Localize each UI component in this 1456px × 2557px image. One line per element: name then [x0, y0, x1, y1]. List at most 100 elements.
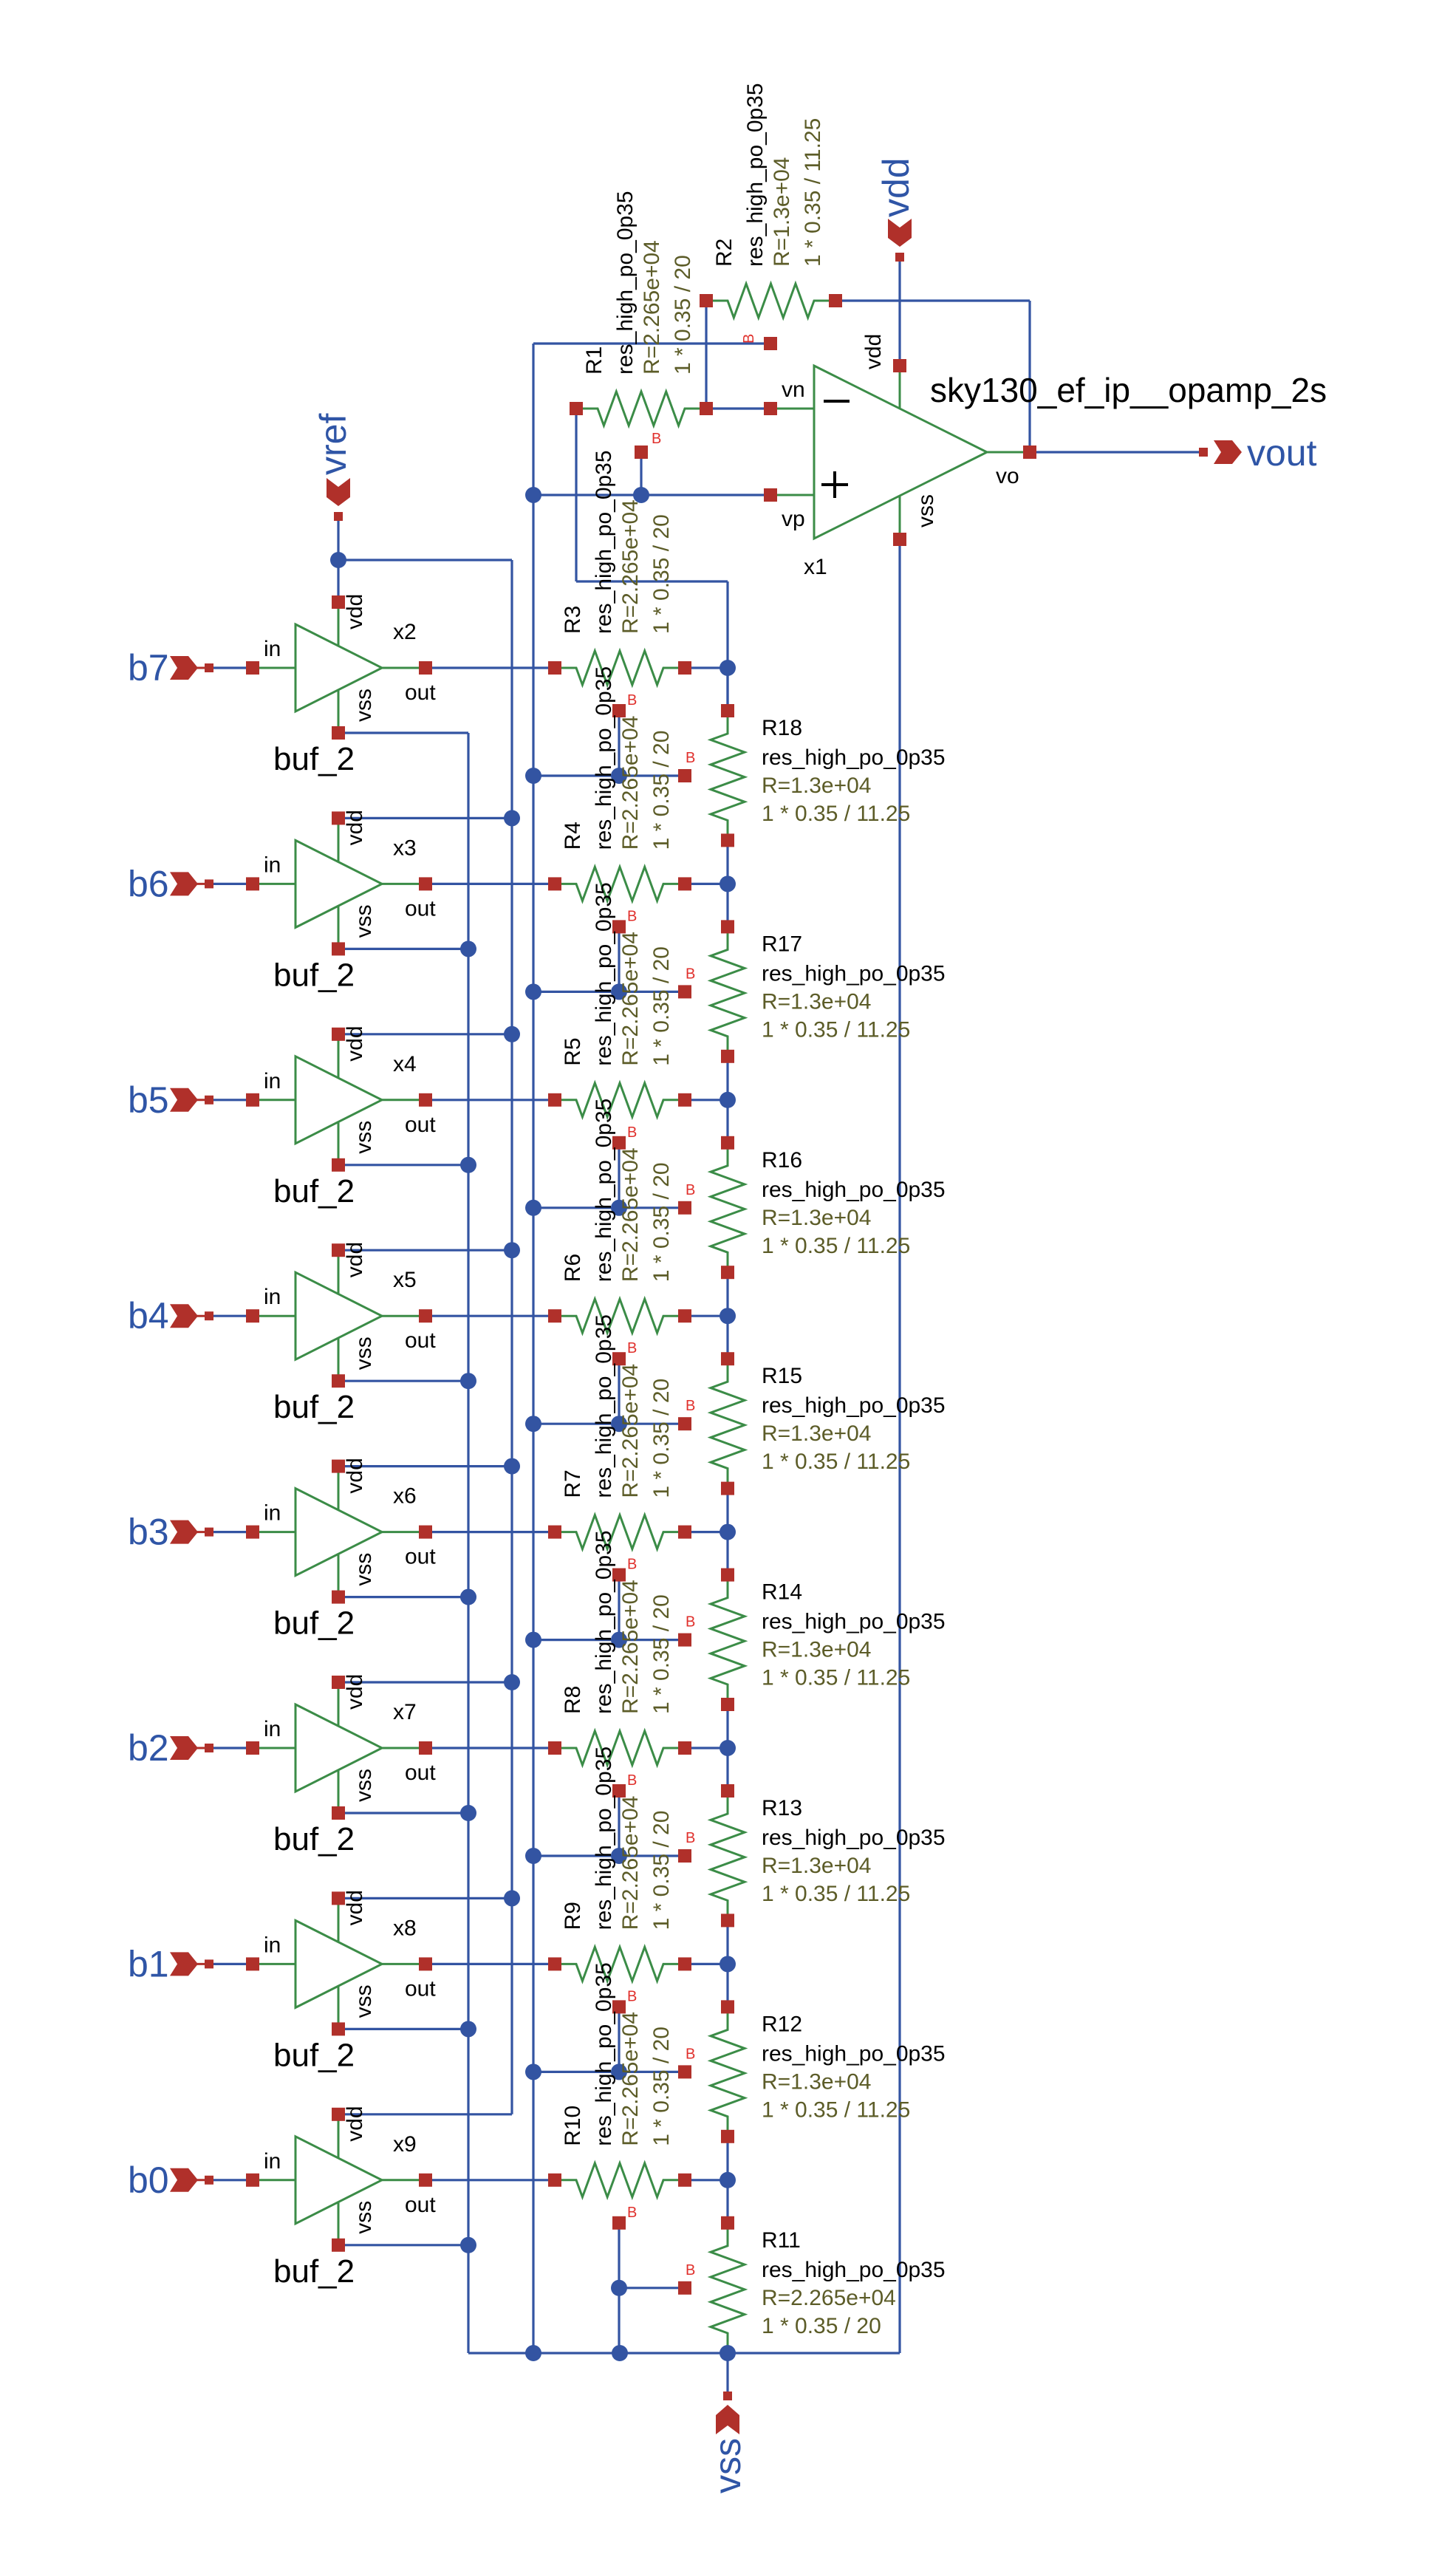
- buffer-in-label: in: [264, 853, 281, 877]
- buffer-in-label: in: [264, 1501, 281, 1526]
- vout-port-icon: [1214, 440, 1242, 464]
- ladder-resistor-model: res_high_po_0p35: [762, 1178, 946, 1202]
- buffer-vdd-pin: [332, 2107, 345, 2121]
- series-resistor-name: R5: [561, 1037, 585, 1065]
- pin: [721, 1698, 734, 1711]
- junction-dot: [611, 983, 627, 1000]
- buffer-in-label: in: [264, 1069, 281, 1093]
- junction-dot: [611, 2279, 627, 2296]
- buffer-vss-label: vss: [352, 904, 376, 938]
- series-resistor-geometry: 1 * 0.35 / 20: [649, 731, 674, 850]
- b-pin: [678, 1417, 691, 1431]
- resistor-r18-icon: [707, 711, 748, 841]
- junction-dot: [504, 1242, 520, 1259]
- buffer-cell-label: buf_2: [273, 2253, 355, 2290]
- junction-dot: [525, 2345, 541, 2361]
- opamp-vss-pin: [893, 533, 906, 546]
- buffer-vdd-label: vdd: [343, 2106, 367, 2141]
- series-resistor-name: R10: [561, 2106, 585, 2146]
- pin: [829, 294, 842, 307]
- buffer-in-label: in: [264, 637, 281, 661]
- buffer-in-pin: [246, 1309, 259, 1323]
- junction-dot: [720, 1740, 736, 1756]
- b-pin-label: B: [686, 750, 695, 766]
- buffer-vdd-pin: [332, 595, 345, 609]
- pin: [700, 294, 713, 307]
- b-pin: [635, 445, 648, 459]
- series-resistor-value: R=2.265e+04: [618, 499, 643, 634]
- series-resistor-value: R=2.265e+04: [618, 1796, 643, 1930]
- ladder-resistor-geometry: 1 * 0.35 / 11.25: [762, 1450, 910, 1474]
- buffer-vdd-label: vdd: [343, 1242, 367, 1277]
- pin: [548, 1741, 561, 1755]
- b-pin: [764, 337, 777, 350]
- junction-dot: [720, 1091, 736, 1108]
- pin: [548, 1309, 561, 1323]
- series-resistor-model: res_high_po_0p35: [592, 1747, 616, 1930]
- vdd-port-icon: [888, 219, 912, 247]
- pin: [678, 1741, 691, 1755]
- resistor-r12-icon: [707, 2007, 748, 2137]
- b-pin: [678, 985, 691, 999]
- buffer-cell-label: buf_2: [273, 1389, 355, 1425]
- b-pin: [612, 920, 626, 934]
- resistor-r7-icon: [555, 1512, 685, 1552]
- buffer-out-pin: [419, 1093, 432, 1107]
- bit-port-label: b7: [128, 647, 169, 689]
- junction-dot: [720, 875, 736, 892]
- b-pin: [678, 1201, 691, 1215]
- junction-dot: [611, 1631, 627, 1648]
- r1-model: res_high_po_0p35: [613, 191, 638, 375]
- buffer-vdd-label: vdd: [343, 1890, 367, 1925]
- junction-dot: [504, 810, 520, 827]
- buffer-vss-pin: [332, 726, 345, 740]
- junction-dot: [460, 1805, 476, 1821]
- pin: [721, 704, 734, 717]
- b-pin-label: B: [686, 1614, 695, 1631]
- series-resistor-value: R=2.265e+04: [618, 1580, 643, 1714]
- b-pin: [612, 704, 626, 717]
- junction-dot: [612, 2345, 628, 2361]
- b-pin-label: B: [686, 966, 695, 982]
- buffer-instance-label: x8: [393, 1916, 417, 1940]
- bit-port-label: b3: [128, 1512, 169, 1553]
- buffer-vss-pin: [332, 1806, 345, 1820]
- opamp-vn-label: vn: [782, 378, 805, 402]
- buffer-out-label: out: [405, 1976, 436, 2001]
- junction-dot: [460, 1156, 476, 1173]
- junction-dot: [720, 2171, 736, 2188]
- junction-dot: [611, 2063, 627, 2080]
- resistor-r8-icon: [555, 1727, 685, 1769]
- ladder-resistor-value: R=2.265e+04: [762, 2286, 896, 2310]
- series-resistor-model: res_high_po_0p35: [592, 666, 616, 850]
- buffer-out-pin: [419, 877, 432, 891]
- buffer-vdd-label: vdd: [343, 1458, 367, 1493]
- r2-model: res_high_po_0p35: [743, 83, 768, 267]
- b-pin-label: B: [686, 1830, 695, 1846]
- series-resistor-name: R4: [561, 822, 585, 850]
- resistor-r10-icon: [555, 2160, 685, 2201]
- series-resistor-geometry: 1 * 0.35 / 20: [649, 514, 674, 634]
- b-pin: [612, 1136, 626, 1150]
- ladder-resistor-name: R18: [762, 716, 802, 740]
- buffer-vss-pin: [332, 2238, 345, 2252]
- buffer-symbol-icon: [294, 1702, 385, 1794]
- buffer-in-label: in: [264, 1717, 281, 1741]
- vout-port-label: vout: [1247, 432, 1317, 474]
- ladder-resistor-value: R=1.3e+04: [762, 2069, 871, 2094]
- series-resistor-model: res_high_po_0p35: [592, 1530, 616, 1714]
- b-pin-label: B: [627, 1557, 637, 1573]
- series-resistor-geometry: 1 * 0.35 / 20: [649, 2027, 674, 2146]
- input-port-icon: [170, 1088, 198, 1112]
- pin: [678, 661, 691, 675]
- junction-dot: [525, 2063, 541, 2080]
- b-pin-label: B: [627, 692, 637, 709]
- buffer-out-pin: [419, 661, 432, 675]
- buffer-instance-label: x2: [393, 620, 417, 644]
- b-pin-label: B: [686, 1182, 695, 1198]
- b-pin-label: B: [627, 908, 637, 924]
- pin: [721, 2129, 734, 2143]
- series-resistor-geometry: 1 * 0.35 / 20: [649, 1811, 674, 1930]
- buffer-vss-label: vss: [352, 1769, 376, 1802]
- junction-dot: [611, 1416, 627, 1433]
